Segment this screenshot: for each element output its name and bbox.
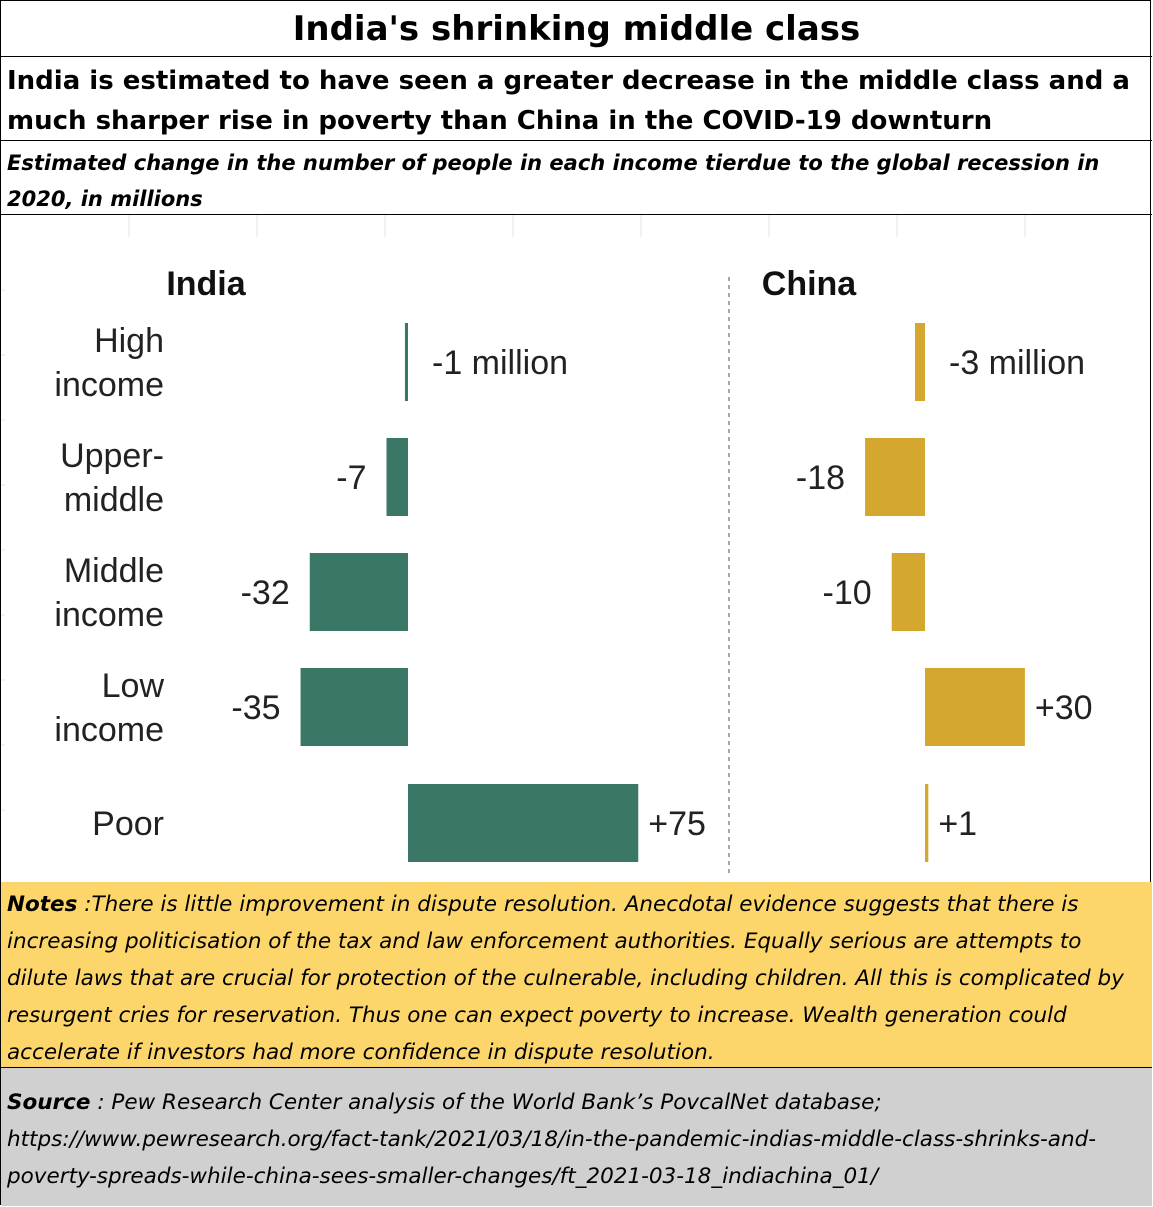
bar-india-4 (300, 668, 408, 746)
bar-china-2 (865, 438, 925, 516)
bar-india-5 (408, 784, 639, 862)
bar-india-2 (386, 438, 408, 516)
source-label: Source (7, 1090, 91, 1115)
bar-china-5 (925, 784, 929, 862)
page-title: India's shrinking middle class (1, 1, 1152, 57)
data-label-china-5: +1 (938, 805, 977, 843)
bar-india-3 (309, 553, 408, 631)
panel-title-china: China (762, 265, 858, 303)
data-label-china-4: +30 (1035, 689, 1093, 727)
data-label-india-4: -35 (231, 689, 280, 727)
data-label-china-3: -10 (823, 574, 872, 612)
source-box: Source : Pew Research Center analysis of… (1, 1068, 1152, 1206)
page-subtitle: India is estimated to have seen a greate… (1, 57, 1152, 141)
notes-text: :There is little improvement in dispute … (7, 892, 1124, 1065)
bar-china-3 (891, 553, 925, 631)
notes-box: Notes :There is little improvement in di… (1, 882, 1152, 1068)
data-label-china-1: -3 million (949, 344, 1085, 382)
data-label-china-2: -18 (796, 459, 845, 497)
bar-india-1 (404, 323, 408, 401)
category-label-5: Poor (92, 805, 164, 843)
bar-china-1 (915, 323, 925, 401)
chart-description: Estimated change in the number of people… (1, 141, 1152, 215)
chart-area: High income Upper-middle Middle income Low inc… (1, 215, 1152, 882)
panel-title-india: India (166, 265, 246, 303)
category-label-3: Middle income (54, 552, 164, 634)
category-label-2: Upper-middle (60, 437, 164, 519)
data-label-india-3: -32 (241, 574, 290, 612)
bar-china-4 (925, 668, 1025, 746)
notes-label: Notes (7, 892, 78, 917)
category-label-4: Low income (54, 667, 164, 749)
data-label-india-2: -7 (336, 459, 366, 497)
comparison-bar-chart: High income Upper-middle Middle income Low inc… (1, 215, 1093, 875)
source-text: : Pew Research Center analysis of the Wo… (7, 1090, 1097, 1189)
data-label-india-5: +75 (648, 805, 706, 843)
data-label-india-1: -1 million (432, 344, 568, 382)
category-label-1: High income (54, 322, 164, 404)
